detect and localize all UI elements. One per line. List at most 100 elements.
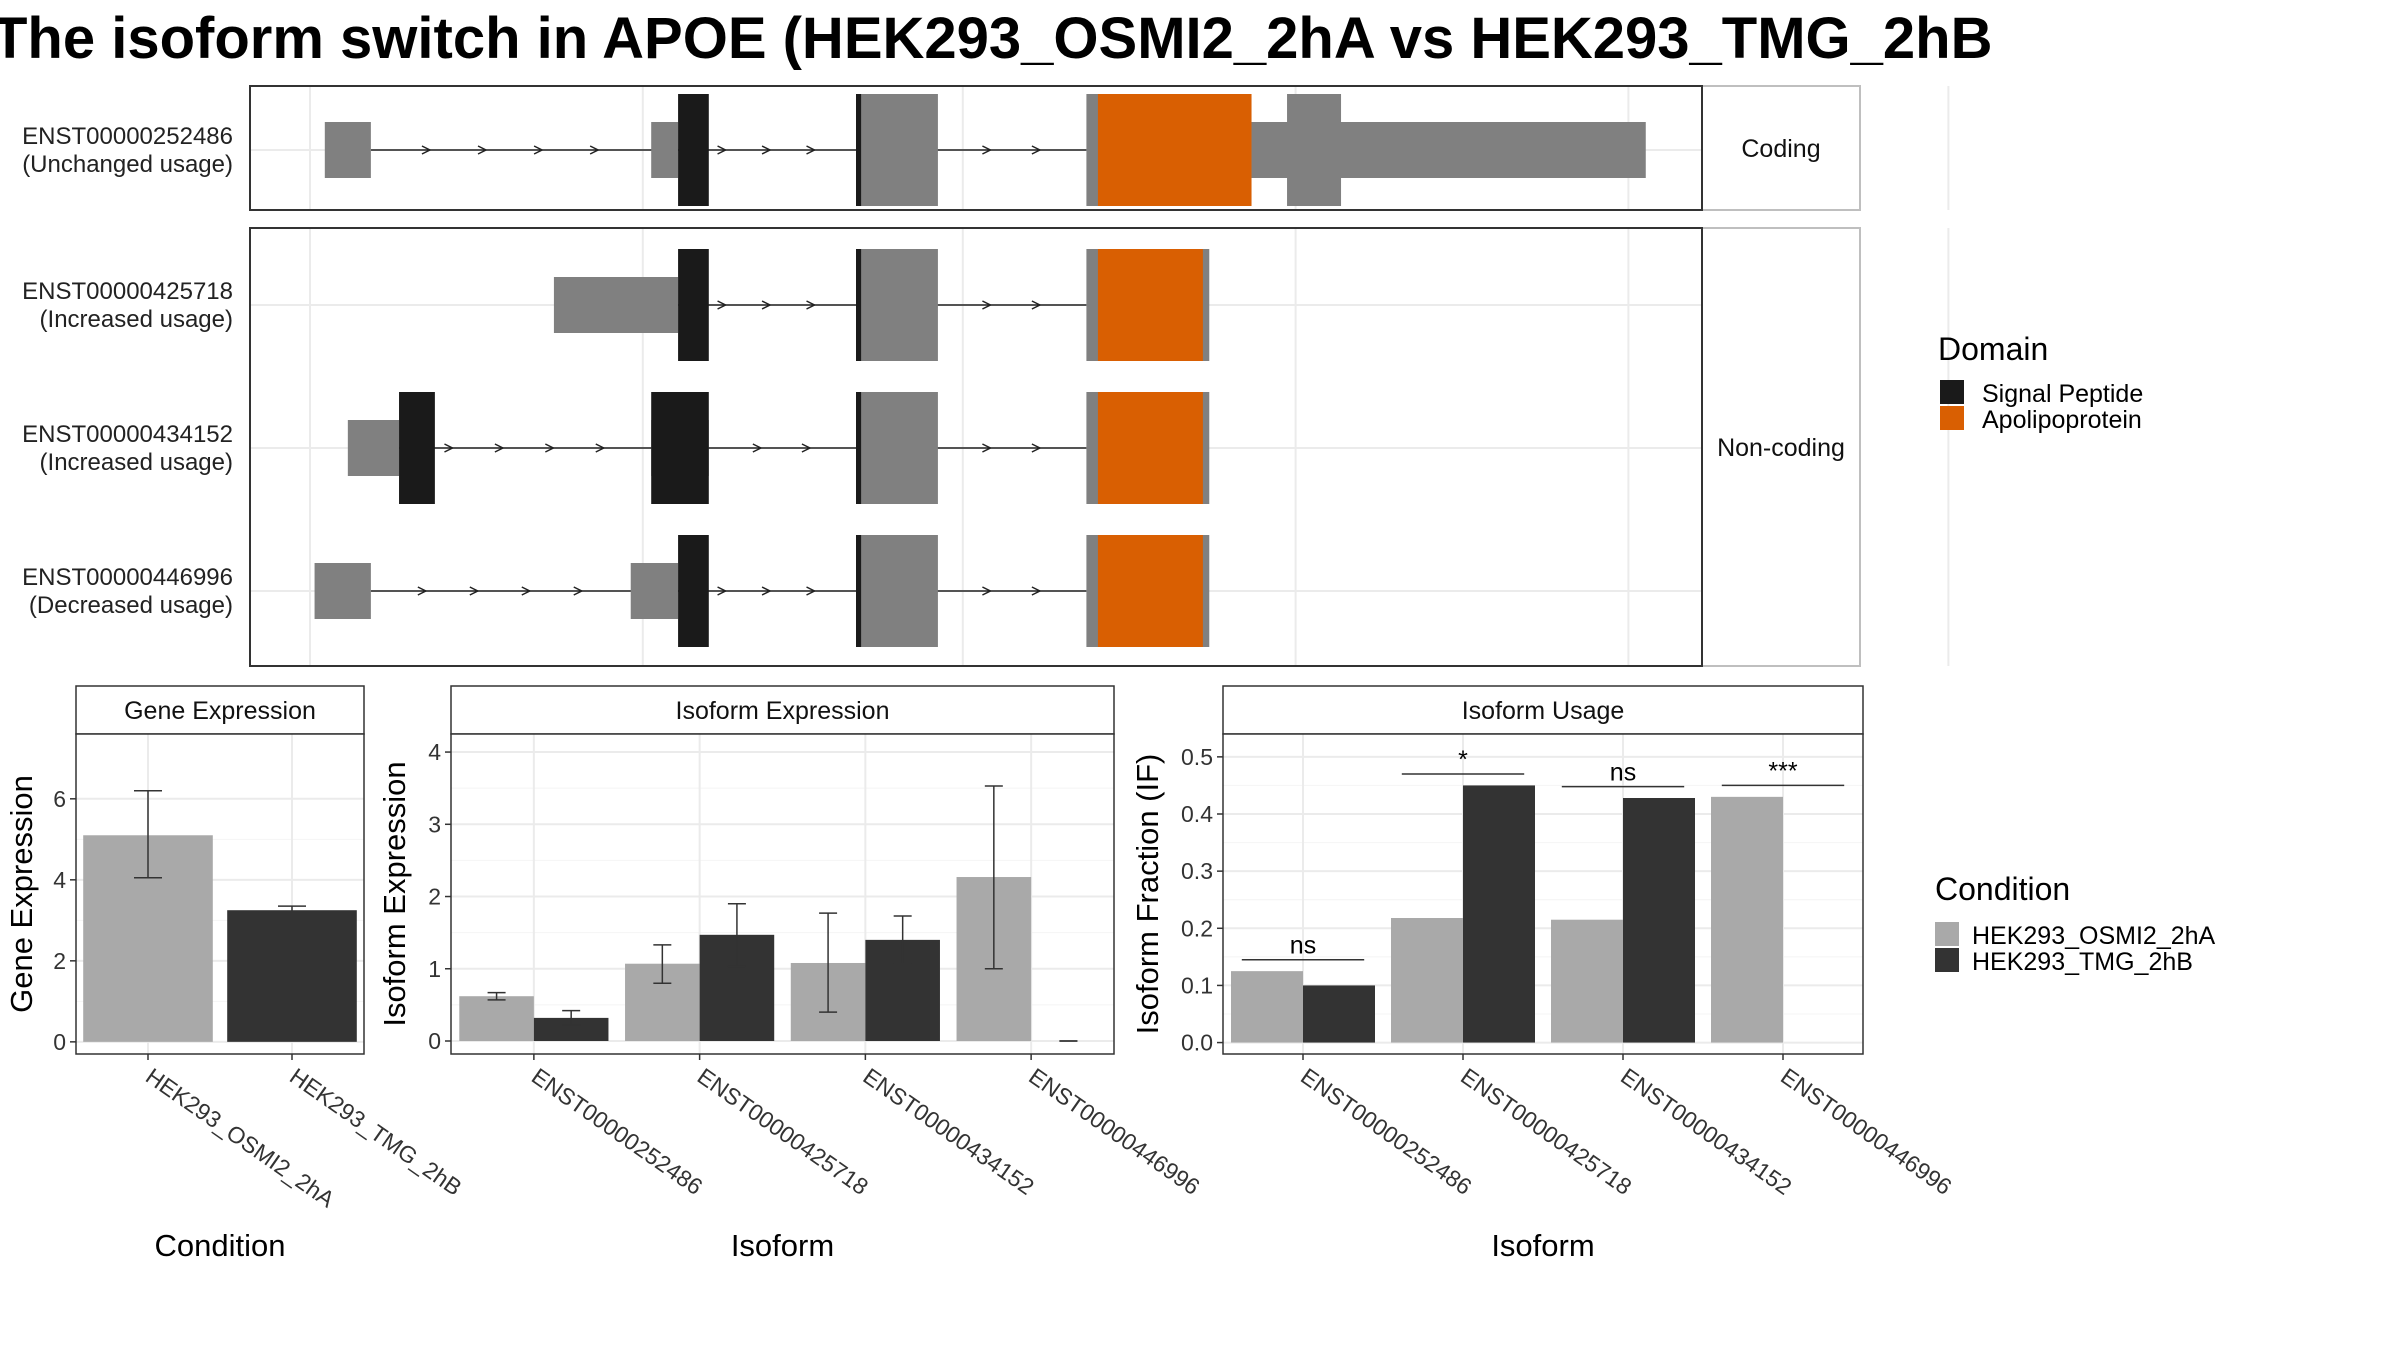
- significance-label: ns: [1610, 759, 1636, 787]
- structure-panel-border: [249, 227, 1703, 667]
- intron-arrow: [444, 443, 455, 453]
- y-tick-label: 3: [428, 811, 441, 837]
- bar: [1463, 785, 1535, 1043]
- intron-arrow: [477, 145, 488, 155]
- intron-arrow: [717, 145, 728, 155]
- panel-strip-label: Isoform Usage: [1462, 697, 1625, 725]
- intron-arrow: [545, 443, 556, 453]
- transcript-usage-label: (Increased usage): [40, 306, 233, 333]
- condition-legend-swatch: [1935, 948, 1959, 972]
- domain-legend-label: Signal Peptide: [1982, 380, 2143, 408]
- isoform-usage-panel: Isoform Usage 0.0 0.1 0.2 0.3 0.4 0.5 ns * ns *** E…: [1130, 685, 1957, 1263]
- condition-legend-label: HEK293_TMG_2hB: [1972, 948, 2193, 976]
- gene-structure-panel: Coding Non-coding ENST00000252486(Unchange…: [22, 85, 1950, 667]
- panel-strip: [75, 685, 365, 735]
- structure-panel-border: [249, 85, 1703, 211]
- transcript-usage-label: (Decreased usage): [29, 592, 233, 619]
- transcript-id-label: ENST00000434152: [22, 421, 233, 448]
- panel-border: [1222, 733, 1864, 1055]
- structure-group-label: Non-coding: [1717, 434, 1845, 462]
- condition-legend-title: Condition: [1935, 871, 2070, 907]
- panel-border: [75, 733, 365, 1055]
- exon-block: [856, 392, 938, 504]
- x-axis-title: Isoform: [731, 1228, 834, 1263]
- bar: [533, 1017, 609, 1041]
- intron-arrow: [589, 145, 600, 155]
- bar: [1231, 971, 1303, 1043]
- exon-block: [856, 535, 938, 647]
- intron-arrow: [717, 300, 728, 310]
- utr-block: [1251, 122, 1646, 178]
- intron-arrow: [521, 586, 532, 596]
- x-tick-label: ENST00000434152: [1616, 1063, 1796, 1200]
- y-axis-title: Gene Expression: [4, 775, 39, 1013]
- exon-block: [553, 277, 679, 333]
- panel-strip: [1222, 685, 1864, 735]
- transcript-id-label: ENST00000252486: [22, 123, 233, 150]
- apolipoprotein-domain: [1097, 94, 1252, 206]
- y-tick-label: 4: [53, 867, 66, 893]
- bar: [1623, 798, 1695, 1043]
- intron-arrow: [595, 443, 606, 453]
- apolipoprotein-domain: [1097, 392, 1203, 504]
- y-tick-label: 2: [428, 884, 441, 910]
- intron-arrow: [494, 443, 505, 453]
- x-tick-label: ENST00000252486: [1296, 1063, 1476, 1200]
- y-tick-label: 0.4: [1181, 801, 1213, 827]
- intron-arrow: [469, 586, 480, 596]
- domain-legend-swatch: [1940, 380, 1964, 404]
- x-tick-label: ENST00000252486: [527, 1063, 707, 1200]
- intron-arrow: [573, 586, 584, 596]
- bar: [1391, 918, 1463, 1043]
- x-axis-title: Condition: [155, 1228, 286, 1263]
- structure-group-strip: [1701, 85, 1861, 211]
- signal-peptide-domain: [678, 94, 709, 206]
- signal-peptide-domain: [856, 249, 862, 361]
- intron-arrow: [533, 145, 544, 155]
- y-tick-label: 0.1: [1181, 972, 1213, 998]
- structure-group-strip: [1701, 227, 1861, 667]
- y-tick-label: 0.5: [1181, 744, 1213, 770]
- x-tick-label: ENST00000446996: [1776, 1063, 1956, 1200]
- signal-peptide-domain: [856, 392, 862, 504]
- signal-peptide-domain: [856, 94, 862, 206]
- intron-arrow: [806, 300, 817, 310]
- transcript-id-label: ENST00000446996: [22, 564, 233, 591]
- intron-arrow: [982, 300, 993, 310]
- y-tick-label: 6: [53, 786, 66, 812]
- exon-block: [630, 563, 679, 619]
- intron-arrow: [717, 586, 728, 596]
- significance-label: ***: [1768, 757, 1797, 785]
- significance-label: ns: [1290, 932, 1316, 960]
- transcript-usage-label: (Increased usage): [40, 449, 233, 476]
- transcript-usage-label: (Unchanged usage): [22, 151, 233, 178]
- signal-peptide-domain: [678, 535, 709, 647]
- condition-legend-label: HEK293_OSMI2_2hA: [1972, 922, 2216, 950]
- domain-legend-title: Domain: [1938, 331, 2048, 367]
- domain-legend-swatch: [1940, 406, 1964, 430]
- apolipoprotein-domain: [1097, 535, 1203, 647]
- intron-arrow: [752, 443, 763, 453]
- panel-strip-label: Isoform Expression: [676, 697, 890, 725]
- y-tick-label: 0.0: [1181, 1030, 1213, 1056]
- signal-peptide-domain: [856, 535, 862, 647]
- figure-title: The isoform switch in APOE (HEK293_OSMI2…: [0, 6, 1993, 71]
- intron-arrow: [806, 145, 817, 155]
- intron-arrow: [982, 586, 993, 596]
- x-axis-title: Isoform: [1491, 1228, 1594, 1263]
- y-tick-label: 4: [428, 739, 441, 765]
- bar: [1303, 985, 1375, 1043]
- exon-block: [856, 94, 938, 206]
- structure-group-label: Coding: [1741, 135, 1820, 163]
- condition-legend-swatch: [1935, 922, 1959, 946]
- signal-peptide-domain: [678, 249, 709, 361]
- signal-peptide-domain: [399, 392, 435, 504]
- intron-arrow: [806, 586, 817, 596]
- significance-label: *: [1458, 746, 1468, 774]
- intron-arrow: [761, 145, 772, 155]
- y-tick-label: 1: [428, 956, 441, 982]
- intron-arrow: [982, 145, 993, 155]
- intron-arrow: [761, 586, 772, 596]
